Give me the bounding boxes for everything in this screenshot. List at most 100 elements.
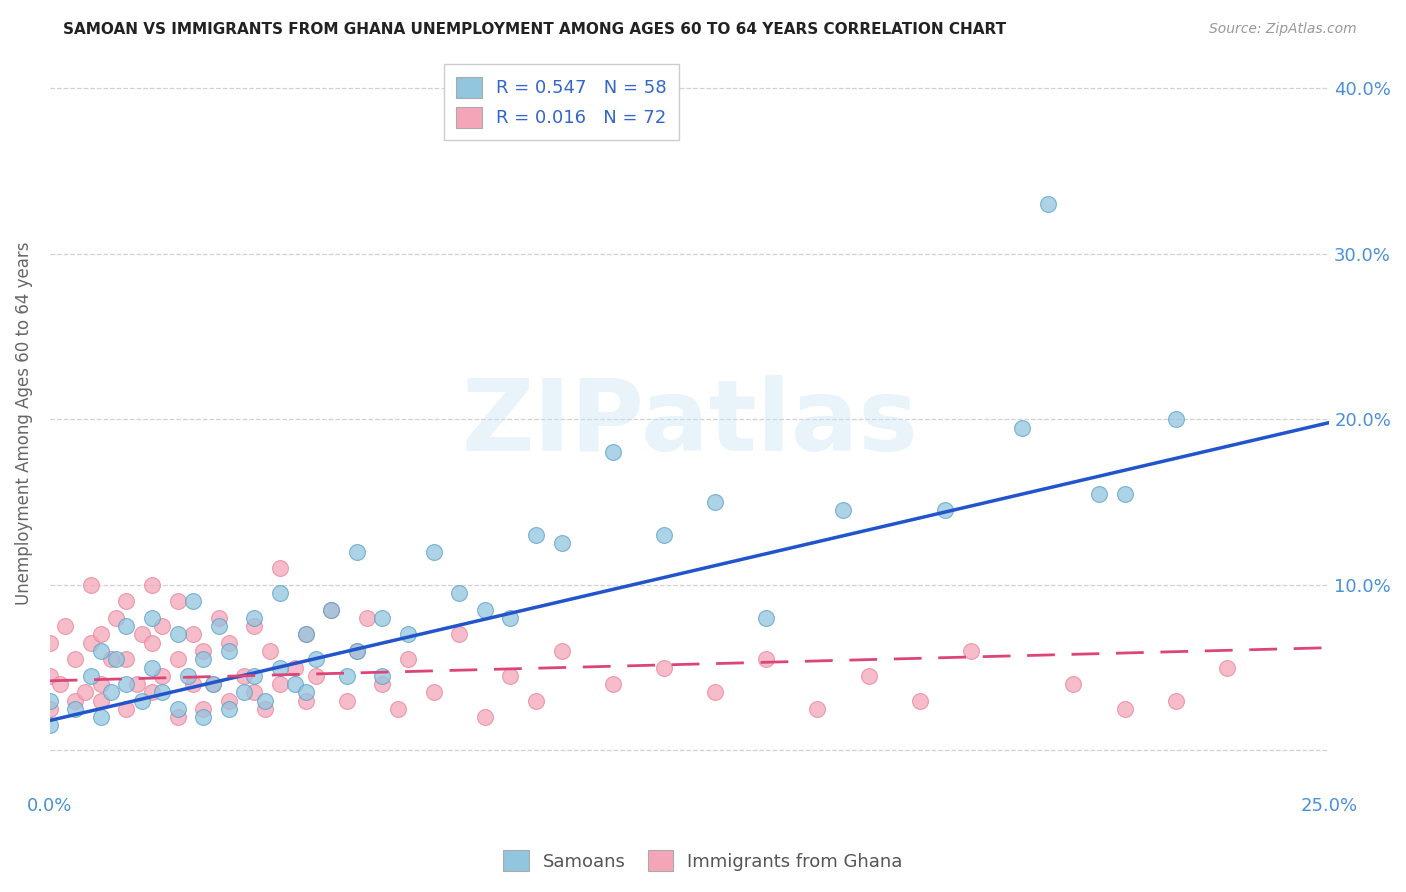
Samoans bbox=[90, 644, 112, 658]
Immigrants from Ghana bbox=[141, 578, 163, 592]
Immigrants from Ghana bbox=[90, 693, 112, 707]
Y-axis label: Unemployment Among Ages 60 to 64 years: Unemployment Among Ages 60 to 64 years bbox=[15, 242, 32, 605]
Immigrants from Ghana bbox=[499, 669, 522, 683]
Immigrants from Ghana bbox=[181, 677, 204, 691]
Immigrants from Ghana bbox=[100, 652, 122, 666]
Immigrants from Ghana bbox=[908, 693, 931, 707]
Immigrants from Ghana bbox=[141, 685, 163, 699]
Immigrants from Ghana bbox=[243, 619, 266, 633]
Samoans bbox=[105, 652, 128, 666]
Immigrants from Ghana bbox=[125, 677, 148, 691]
Samoans bbox=[131, 693, 153, 707]
Samoans bbox=[449, 586, 471, 600]
Immigrants from Ghana bbox=[474, 710, 496, 724]
Immigrants from Ghana bbox=[422, 685, 444, 699]
Samoans bbox=[1114, 487, 1136, 501]
Samoans bbox=[346, 644, 368, 658]
Immigrants from Ghana bbox=[166, 594, 188, 608]
Immigrants from Ghana bbox=[65, 652, 87, 666]
Immigrants from Ghana bbox=[207, 611, 229, 625]
Immigrants from Ghana bbox=[294, 627, 316, 641]
Immigrants from Ghana bbox=[550, 644, 572, 658]
Immigrants from Ghana bbox=[602, 677, 624, 691]
Text: SAMOAN VS IMMIGRANTS FROM GHANA UNEMPLOYMENT AMONG AGES 60 TO 64 YEARS CORRELATI: SAMOAN VS IMMIGRANTS FROM GHANA UNEMPLOY… bbox=[63, 22, 1007, 37]
Samoans bbox=[38, 718, 60, 732]
Immigrants from Ghana bbox=[233, 669, 256, 683]
Samoans bbox=[474, 602, 496, 616]
Immigrants from Ghana bbox=[75, 685, 97, 699]
Immigrants from Ghana bbox=[652, 660, 675, 674]
Samoans bbox=[294, 685, 316, 699]
Immigrants from Ghana bbox=[115, 594, 138, 608]
Samoans bbox=[1036, 197, 1059, 211]
Samoans bbox=[218, 702, 240, 716]
Samoans bbox=[243, 669, 266, 683]
Samoans bbox=[499, 611, 522, 625]
Immigrants from Ghana bbox=[269, 677, 291, 691]
Immigrants from Ghana bbox=[284, 660, 307, 674]
Samoans bbox=[934, 503, 956, 517]
Legend: R = 0.547   N = 58, R = 0.016   N = 72: R = 0.547 N = 58, R = 0.016 N = 72 bbox=[444, 64, 679, 140]
Samoans bbox=[294, 627, 316, 641]
Samoans bbox=[115, 619, 138, 633]
Immigrants from Ghana bbox=[193, 702, 215, 716]
Immigrants from Ghana bbox=[193, 644, 215, 658]
Immigrants from Ghana bbox=[115, 652, 138, 666]
Samoans bbox=[305, 652, 328, 666]
Immigrants from Ghana bbox=[79, 636, 101, 650]
Samoans bbox=[1088, 487, 1111, 501]
Immigrants from Ghana bbox=[269, 561, 291, 575]
Samoans bbox=[218, 644, 240, 658]
Immigrants from Ghana bbox=[131, 627, 153, 641]
Immigrants from Ghana bbox=[202, 677, 225, 691]
Samoans bbox=[181, 594, 204, 608]
Samoans bbox=[335, 669, 357, 683]
Samoans bbox=[177, 669, 200, 683]
Immigrants from Ghana bbox=[90, 627, 112, 641]
Immigrants from Ghana bbox=[356, 611, 378, 625]
Immigrants from Ghana bbox=[218, 693, 240, 707]
Samoans bbox=[269, 660, 291, 674]
Immigrants from Ghana bbox=[371, 677, 394, 691]
Immigrants from Ghana bbox=[38, 636, 60, 650]
Immigrants from Ghana bbox=[253, 702, 276, 716]
Immigrants from Ghana bbox=[53, 619, 76, 633]
Samoans bbox=[38, 693, 60, 707]
Samoans bbox=[284, 677, 307, 691]
Immigrants from Ghana bbox=[755, 652, 778, 666]
Immigrants from Ghana bbox=[79, 578, 101, 592]
Samoans bbox=[243, 611, 266, 625]
Immigrants from Ghana bbox=[1164, 693, 1187, 707]
Samoans bbox=[166, 702, 188, 716]
Immigrants from Ghana bbox=[305, 669, 328, 683]
Text: Source: ZipAtlas.com: Source: ZipAtlas.com bbox=[1209, 22, 1357, 37]
Immigrants from Ghana bbox=[524, 693, 547, 707]
Immigrants from Ghana bbox=[1114, 702, 1136, 716]
Samoans bbox=[141, 660, 163, 674]
Immigrants from Ghana bbox=[396, 652, 419, 666]
Samoans bbox=[193, 652, 215, 666]
Samoans bbox=[150, 685, 173, 699]
Immigrants from Ghana bbox=[321, 602, 343, 616]
Samoans bbox=[755, 611, 778, 625]
Samoans bbox=[166, 627, 188, 641]
Immigrants from Ghana bbox=[166, 710, 188, 724]
Samoans bbox=[79, 669, 101, 683]
Immigrants from Ghana bbox=[335, 693, 357, 707]
Immigrants from Ghana bbox=[115, 702, 138, 716]
Samoans bbox=[1164, 412, 1187, 426]
Immigrants from Ghana bbox=[387, 702, 409, 716]
Samoans bbox=[1011, 420, 1033, 434]
Samoans bbox=[90, 710, 112, 724]
Immigrants from Ghana bbox=[150, 669, 173, 683]
Samoans bbox=[524, 528, 547, 542]
Legend: Samoans, Immigrants from Ghana: Samoans, Immigrants from Ghana bbox=[496, 843, 910, 879]
Samoans bbox=[704, 495, 727, 509]
Samoans bbox=[269, 586, 291, 600]
Samoans bbox=[371, 669, 394, 683]
Immigrants from Ghana bbox=[806, 702, 828, 716]
Immigrants from Ghana bbox=[960, 644, 983, 658]
Immigrants from Ghana bbox=[38, 669, 60, 683]
Samoans bbox=[202, 677, 225, 691]
Immigrants from Ghana bbox=[150, 619, 173, 633]
